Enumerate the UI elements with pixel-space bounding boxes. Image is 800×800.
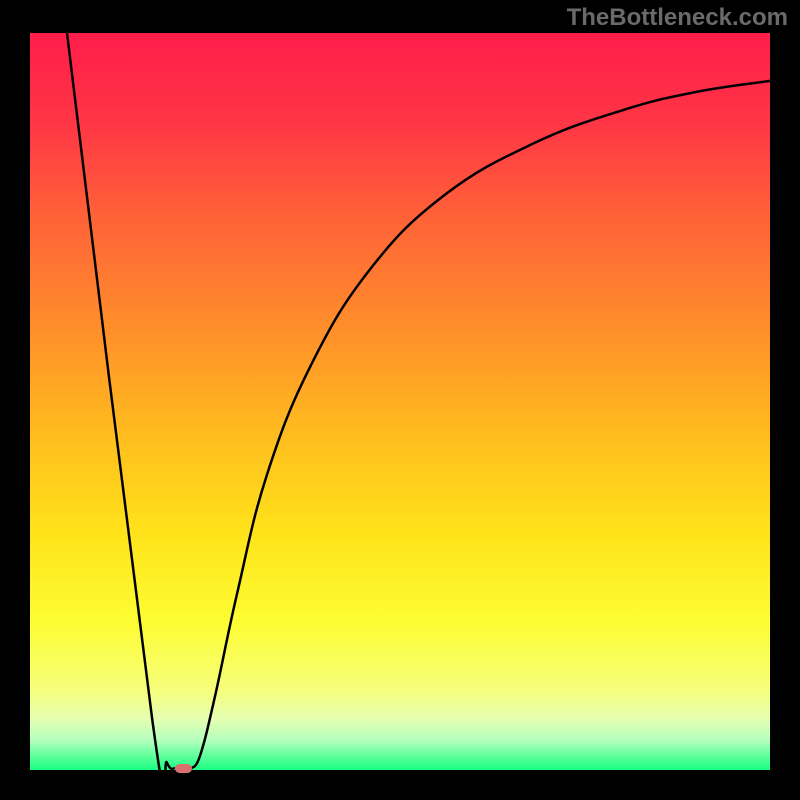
curve-left-branch	[67, 33, 175, 770]
minimum-marker	[175, 764, 192, 773]
watermark-text: TheBottleneck.com	[567, 4, 788, 32]
chart-container: TheBottleneck.com	[0, 0, 800, 800]
curve-layer	[30, 33, 770, 770]
curve-right-branch	[191, 81, 770, 769]
plot-area	[30, 33, 770, 770]
